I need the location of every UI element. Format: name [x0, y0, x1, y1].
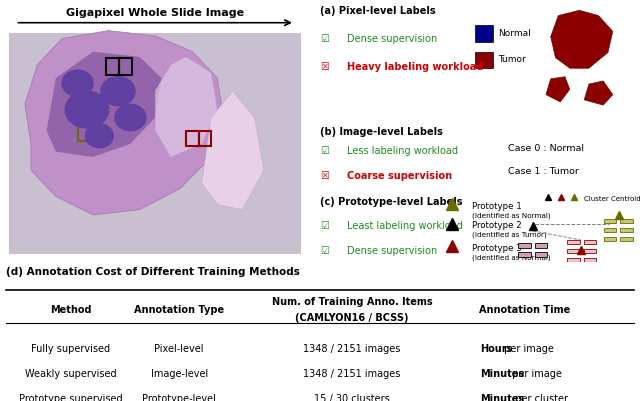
Text: per cluster: per cluster	[509, 393, 568, 401]
Text: Heavy labeling workload: Heavy labeling workload	[347, 62, 483, 72]
Bar	[106, 59, 119, 76]
Text: Image-level: Image-level	[150, 368, 208, 378]
Bar	[77, 126, 92, 142]
Bar	[119, 59, 132, 76]
Bar	[475, 26, 493, 43]
Circle shape	[62, 71, 93, 97]
Text: Dense supervision: Dense supervision	[347, 33, 437, 43]
Bar	[534, 262, 547, 266]
Text: ☑: ☑	[320, 146, 329, 156]
Text: Minutes: Minutes	[480, 393, 524, 401]
Bar	[10, 34, 301, 255]
Text: Minutes: Minutes	[480, 368, 524, 378]
Bar	[568, 258, 580, 263]
Bar	[186, 132, 198, 147]
Text: Tumor: Tumor	[499, 55, 526, 64]
Text: Cluster Centroid: Cluster Centroid	[584, 195, 640, 201]
Circle shape	[65, 92, 109, 129]
Bar	[620, 219, 633, 224]
Bar	[568, 249, 580, 253]
Polygon shape	[546, 77, 570, 103]
Circle shape	[115, 105, 146, 132]
Text: (CAMLYON16 / BCSS): (CAMLYON16 / BCSS)	[295, 312, 409, 322]
Text: ☑: ☑	[320, 221, 329, 231]
Polygon shape	[584, 82, 613, 106]
Bar	[534, 253, 547, 257]
Text: Hours: Hours	[480, 343, 513, 353]
Text: (Identified as Normal): (Identified as Normal)	[472, 253, 550, 260]
Text: Coarse supervision: Coarse supervision	[347, 170, 452, 180]
Text: Case 1 : Tumor: Case 1 : Tumor	[508, 166, 579, 175]
Bar	[198, 132, 211, 147]
Bar	[604, 229, 616, 233]
Text: 1348 / 2151 images: 1348 / 2151 images	[303, 343, 401, 353]
Bar	[620, 229, 633, 233]
Circle shape	[101, 77, 135, 106]
Text: per image: per image	[509, 368, 562, 378]
Text: Fully supervised: Fully supervised	[31, 343, 110, 353]
Bar	[604, 237, 616, 242]
Bar	[584, 240, 596, 245]
Text: Case 0 : Normal: Case 0 : Normal	[508, 144, 584, 152]
Text: (a) Pixel-level Labels: (a) Pixel-level Labels	[320, 6, 436, 16]
Bar	[568, 240, 580, 245]
Bar	[584, 249, 596, 253]
Text: Less labeling workload: Less labeling workload	[347, 146, 458, 156]
Text: ☒: ☒	[320, 62, 329, 72]
Text: (Identified as Tumor): (Identified as Tumor)	[472, 231, 547, 238]
Text: Method: Method	[50, 304, 91, 314]
Polygon shape	[155, 58, 218, 158]
Text: Num. of Training Anno. Items: Num. of Training Anno. Items	[272, 296, 432, 306]
Text: (d) Annotation Cost of Different Training Methods: (d) Annotation Cost of Different Trainin…	[6, 267, 300, 277]
Text: ☑: ☑	[320, 33, 329, 43]
Text: Annotation Time: Annotation Time	[479, 304, 570, 314]
Text: (b) Image-level Labels: (b) Image-level Labels	[320, 127, 443, 137]
Text: (Identified as Normal): (Identified as Normal)	[472, 212, 550, 218]
Text: Prototype 2: Prototype 2	[472, 221, 522, 230]
Bar	[584, 258, 596, 263]
Text: Annotation Type: Annotation Type	[134, 304, 224, 314]
Polygon shape	[25, 32, 223, 215]
Bar	[604, 219, 616, 224]
Text: Weakly supervised: Weakly supervised	[24, 368, 116, 378]
Text: 15 / 30 clusters: 15 / 30 clusters	[314, 393, 390, 401]
Text: Prototype-level: Prototype-level	[142, 393, 216, 401]
Text: per image: per image	[500, 343, 554, 353]
Bar	[518, 253, 531, 257]
Bar	[518, 244, 531, 248]
Text: 1348 / 2151 images: 1348 / 2151 images	[303, 368, 401, 378]
Text: Pixel-level: Pixel-level	[154, 343, 204, 353]
Polygon shape	[47, 53, 161, 158]
Bar	[475, 53, 493, 69]
Polygon shape	[202, 92, 264, 210]
Polygon shape	[550, 11, 613, 69]
Text: ☒: ☒	[320, 170, 329, 180]
Bar	[534, 244, 547, 248]
Text: Gigapixel Whole Slide Image: Gigapixel Whole Slide Image	[66, 8, 244, 18]
Text: Least labeling workload: Least labeling workload	[347, 221, 463, 231]
Text: Prototype supervised: Prototype supervised	[19, 393, 122, 401]
Text: Prototype 1: Prototype 1	[472, 201, 522, 211]
Bar	[92, 126, 106, 142]
Text: Normal: Normal	[499, 29, 531, 38]
Text: ☑: ☑	[320, 245, 329, 255]
Text: Dense supervision: Dense supervision	[347, 245, 437, 255]
Bar	[518, 262, 531, 266]
Text: (c) Prototype-level Labels: (c) Prototype-level Labels	[320, 196, 463, 207]
Bar	[620, 237, 633, 242]
Circle shape	[85, 125, 113, 148]
Text: Prototype 3: Prototype 3	[472, 243, 522, 252]
